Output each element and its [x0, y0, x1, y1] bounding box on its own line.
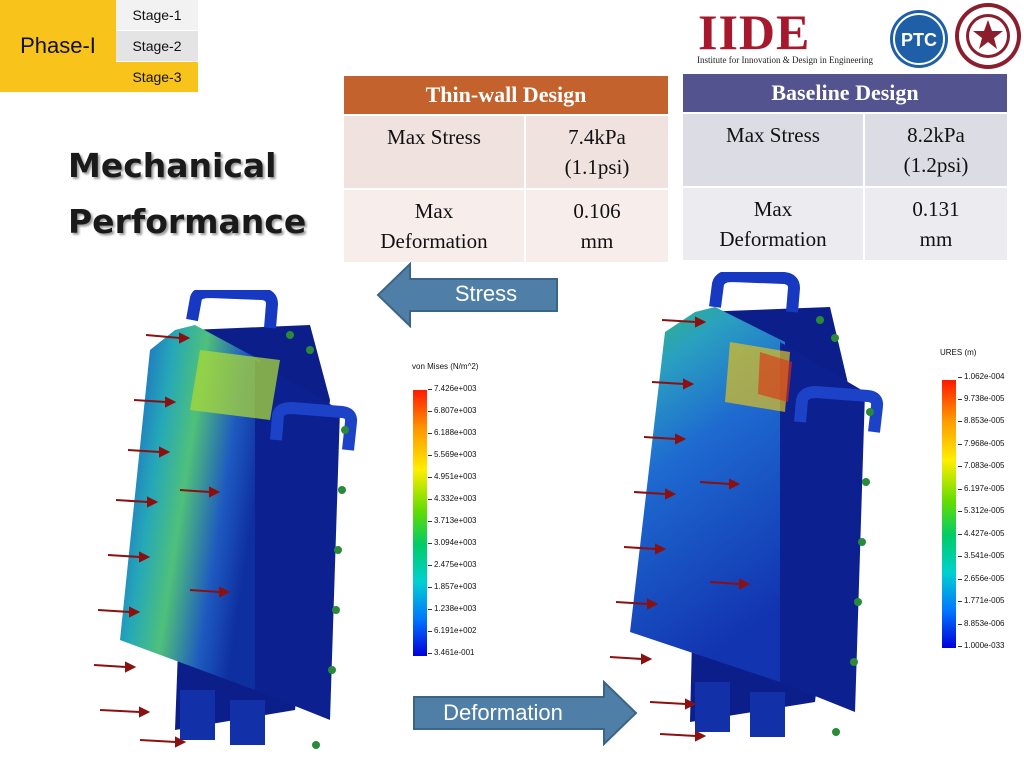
deformation-arrow-icon: [413, 680, 638, 746]
page-title-line-1: Mechanical: [68, 146, 277, 185]
stress-legend-title: von Mises (N/m^2): [412, 362, 479, 371]
stress-legend-tick: 2.475e+003: [428, 560, 477, 569]
thin-wall-table: Thin-wall Design Max Stress 7.4kPa (1.1p…: [344, 76, 668, 262]
baseline-deformation-label-line-2: Deformation: [719, 227, 827, 251]
baseline-deformation-value-line-1: 0.131: [912, 197, 960, 221]
stress-legend-tick: 1.238e+003: [428, 604, 477, 613]
stress-legend-tick: 1.857e+003: [428, 582, 477, 591]
deformation-legend-tick: 7.968e-005: [957, 439, 1005, 448]
deformation-legend-tick: 7.083e-005: [957, 461, 1005, 470]
iide-logo-subtitle: Institute for Innovation & Design in Eng…: [697, 55, 873, 65]
baseline-stress-value-line-1: 8.2kPa: [907, 123, 965, 147]
deformation-legend-tick: 6.197e-005: [957, 484, 1005, 493]
deformation-legend-tick: 8.853e-005: [957, 416, 1005, 425]
thin-wall-deformation-label-line-1: Max: [414, 199, 454, 223]
stress-legend-tick: 6.807e+003: [428, 406, 477, 415]
stress-arrow-icon: [376, 262, 558, 328]
deformation-legend-tick: 1.062e-004: [957, 372, 1005, 381]
stress-legend-colorbar: [413, 390, 427, 656]
baseline-table: Baseline Design Max Stress 8.2kPa (1.2ps…: [683, 74, 1007, 260]
stress-legend-tick: 6.191e+002: [428, 626, 477, 635]
university-seal-logo: [955, 3, 1021, 69]
page-title: Mechanical Performance: [68, 138, 328, 250]
table-row: Max Deformation 0.131 mm: [683, 186, 1007, 260]
deformation-arrow-label: Deformation: [443, 700, 563, 725]
thin-wall-header: Thin-wall Design: [344, 76, 668, 115]
baseline-deformation-label: Max Deformation: [683, 186, 864, 260]
deformation-legend-tick: 9.738e-005: [957, 394, 1005, 403]
deformation-legend-tick: 5.312e-005: [957, 506, 1005, 515]
stress-legend-tick: 3.461e-001: [427, 648, 475, 657]
thin-wall-deformation-value-line-2: mm: [580, 229, 614, 253]
baseline-deformation-value: 0.131 mm: [863, 186, 1007, 260]
stage-2-label: Stage-2: [116, 31, 198, 61]
stress-legend-tick: 4.332e+003: [428, 494, 477, 503]
deformation-legend-tick: 8.853e-006: [957, 619, 1005, 628]
page-title-line-2: Performance: [68, 202, 307, 241]
deformation-legend-tick: 1.771e-005: [957, 596, 1005, 605]
deformation-legend-tick: 1.000e-033: [957, 641, 1005, 650]
thin-wall-deformation-value-line-1: 0.106: [573, 199, 621, 223]
deformation-legend-tick: 4.427e-005: [957, 529, 1005, 538]
baseline-stress-value-line-2: (1.2psi): [903, 153, 969, 177]
stress-arrow-label: Stress: [454, 281, 518, 306]
stress-legend-tick: 7.426e+003: [428, 384, 477, 393]
thin-wall-stress-value-line-2: (1.1psi): [564, 155, 630, 179]
thin-wall-deformation-label-line-2: Deformation: [380, 229, 488, 253]
baseline-deformation-label-line-1: Max: [753, 197, 793, 221]
deformation-legend-tick: 2.656e-005: [957, 574, 1005, 583]
thin-wall-deformation-value: 0.106 mm: [524, 188, 668, 262]
thin-wall-stress-label: Max Stress: [344, 114, 525, 189]
stress-legend-tick: 3.713e+003: [428, 516, 477, 525]
stress-legend-tick: 5.569e+003: [428, 450, 477, 459]
deformation-fea-model: [609, 272, 884, 742]
stress-legend-tick: 6.188e+003: [428, 428, 477, 437]
table-row: Max Stress 7.4kPa (1.1psi): [344, 114, 668, 189]
deformation-legend-title: URES (m): [940, 348, 977, 357]
stage-1-label: Stage-1: [116, 0, 198, 30]
baseline-header: Baseline Design: [683, 74, 1007, 113]
deformation-legend-colorbar: [942, 380, 956, 648]
thin-wall-stress-value-line-1: 7.4kPa: [568, 125, 626, 149]
phase-label: Phase-I: [0, 0, 116, 92]
table-row: Max Stress 8.2kPa (1.2psi): [683, 112, 1007, 187]
deformation-legend: URES (m) 1.062e-004 9.738e-005 8.853e-00…: [938, 348, 1024, 654]
baseline-stress-value: 8.2kPa (1.2psi): [863, 112, 1007, 187]
ptc-logo: PTC: [890, 10, 948, 68]
iide-logo-text: IIDE: [698, 4, 811, 60]
baseline-stress-label: Max Stress: [683, 112, 864, 187]
deformation-legend-tick: 3.541e-005: [957, 551, 1005, 560]
iide-logo: IIDE Institute for Innovation & Design i…: [690, 6, 880, 68]
table-row: Max Deformation 0.106 mm: [344, 188, 668, 262]
baseline-deformation-value-line-2: mm: [919, 227, 953, 251]
stress-legend-tick: 4.951e+003: [428, 472, 477, 481]
stress-legend-tick: 3.094e+003: [428, 538, 477, 547]
ptc-logo-text: PTC: [901, 30, 937, 50]
thin-wall-stress-value: 7.4kPa (1.1psi): [524, 114, 668, 189]
stage-3-label: Stage-3: [116, 62, 198, 92]
stress-fea-model: [93, 290, 358, 749]
stress-legend: von Mises (N/m^2) 7.426e+003 6.807e+003 …: [410, 362, 520, 662]
thin-wall-deformation-label: Max Deformation: [344, 188, 525, 262]
